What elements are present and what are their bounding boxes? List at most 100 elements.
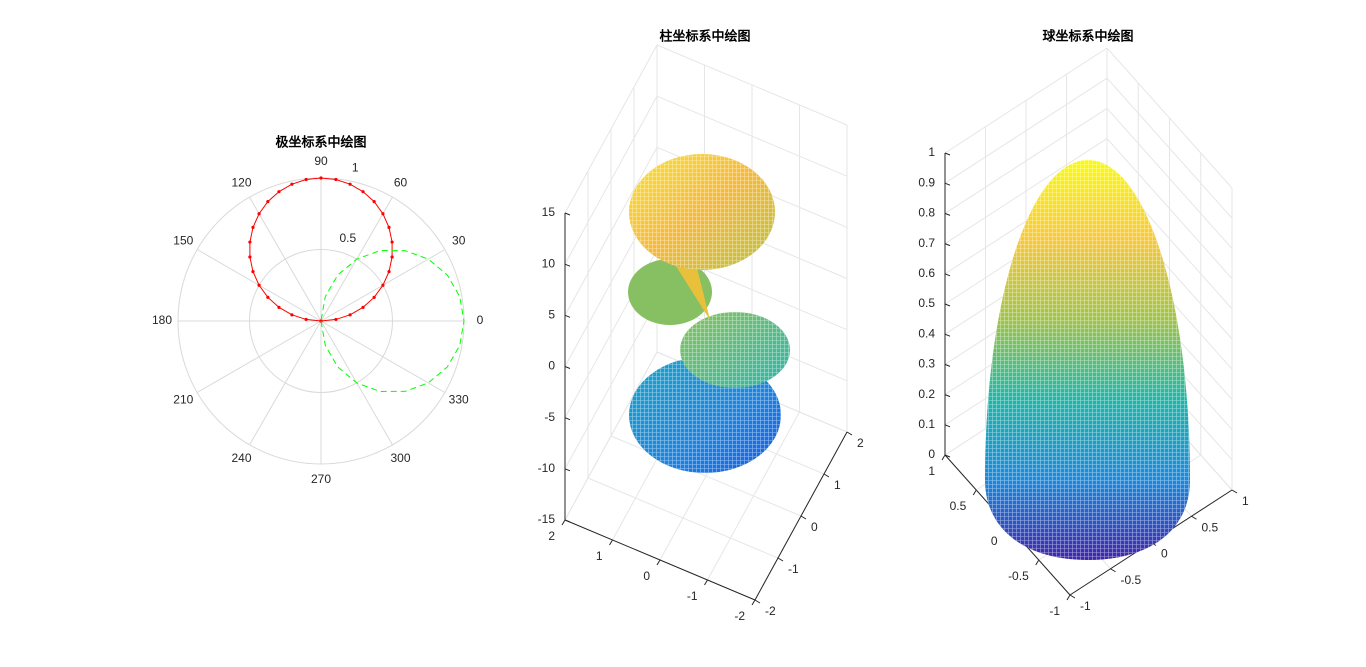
x-tick [972,489,977,496]
angle-tick-label: 60 [394,175,408,189]
y-tick [1110,568,1116,573]
x-tick-label: 1 [596,549,603,563]
x-tick-label: 0 [643,569,650,583]
angle-tick-label: 240 [231,451,251,465]
y-tick-label: 0 [1161,547,1168,561]
x-tick [1066,594,1071,601]
grid-line [944,107,1108,214]
angle-tick-label: 330 [449,393,469,407]
polar-marker [390,240,394,244]
grid-line [564,147,658,316]
polar-marker [251,269,255,274]
polar-marker [290,182,294,186]
polar-marker [381,283,385,287]
polar-marker [304,317,308,322]
z-tick-label: 5 [548,308,555,322]
polar-marker [334,177,338,182]
z-tick-label: 0.5 [918,296,935,310]
x-tick-label: 0 [991,534,998,548]
y-axis-line [754,431,848,601]
z-tick [944,303,951,307]
x-tick [656,559,661,566]
polar-marker [361,190,365,194]
x-tick [609,539,613,546]
grid-line [564,95,658,265]
z-tick [944,182,951,186]
radial-grid-circle [249,249,393,393]
grid-line [944,138,1108,245]
z-tick-label: -5 [544,410,555,424]
polar-marker [361,305,365,309]
x-tick-label: -1 [1049,604,1060,618]
y-tick-label: 2 [857,436,864,450]
z-tick-label: 0.6 [918,266,935,280]
z-tick-label: 0 [548,359,555,373]
y-tick [754,599,761,604]
angle-tick-label: 300 [390,451,410,465]
polar-marker [319,176,323,180]
polar-marker [248,255,252,259]
polar-marker [248,240,252,244]
x-tick-label: -1 [687,589,698,603]
grid-line [587,477,779,559]
grid-line [1106,138,1233,279]
x-tick-label: -0.5 [1008,569,1029,583]
z-tick-label: 10 [542,256,556,270]
x-tick-label: -2 [734,609,745,623]
y-tick [1069,594,1076,599]
polar-marker [334,317,338,322]
z-tick [564,468,571,472]
z-tick-label: 1 [928,145,935,159]
x-tick [751,599,756,606]
z-tick [944,273,951,277]
chart-title: 柱坐标系中绘图 [659,29,750,45]
polar-marker [387,269,391,274]
angle-tick-label: 180 [152,313,172,327]
polar-marker [372,295,376,299]
z-tick [944,243,951,247]
angle-tick-label: 0 [477,313,484,327]
z-tick-label: 0.4 [918,326,935,340]
grid-line [564,44,658,214]
grid-line [564,351,658,521]
y-tick-label: 1 [1242,494,1249,508]
y-tick [1191,515,1197,520]
grid-line [944,77,1108,184]
grid-line [944,47,1108,154]
x-tick [1035,559,1040,566]
grid-line [656,44,848,126]
chart-title: 球坐标系中绘图 [1042,29,1133,45]
z-tick [944,363,951,367]
x-tick-label: 2 [548,529,555,543]
polar-marker [266,199,270,204]
polar-marker [277,190,281,194]
polar-marker [257,283,261,287]
y-tick [777,557,784,562]
polar-marker [387,225,391,230]
angle-tick-label: 210 [173,393,193,407]
z-tick [564,417,571,421]
y-tick [823,473,830,478]
z-tick-label: 0.1 [918,417,935,431]
z-tick-label: 15 [542,205,556,219]
z-tick [944,424,951,428]
angle-tick-label: 30 [452,234,466,248]
y-tick-label: 0.5 [1202,520,1219,534]
grid-line [1106,47,1233,189]
radial-tick-label: 0.5 [339,231,356,245]
z-tick [944,212,951,216]
polar-marker [277,305,281,309]
angle-tick-label: 90 [314,154,328,168]
z-tick [564,263,571,267]
z-tick [944,394,951,398]
polar-marker [290,313,294,317]
z-tick-label: -10 [538,461,556,475]
grid-line [610,435,802,517]
z-tick-label: 0.7 [918,236,935,250]
z-tick-label: -15 [538,512,556,526]
chart-title: 极坐标系中绘图 [275,135,366,151]
z-tick-label: 0.9 [918,175,935,189]
polar-axes: 极坐标系中绘图 0 30 60 90 120 150 180 210 240 270 300 330 0.… [152,135,484,487]
polar-marker [390,255,394,259]
